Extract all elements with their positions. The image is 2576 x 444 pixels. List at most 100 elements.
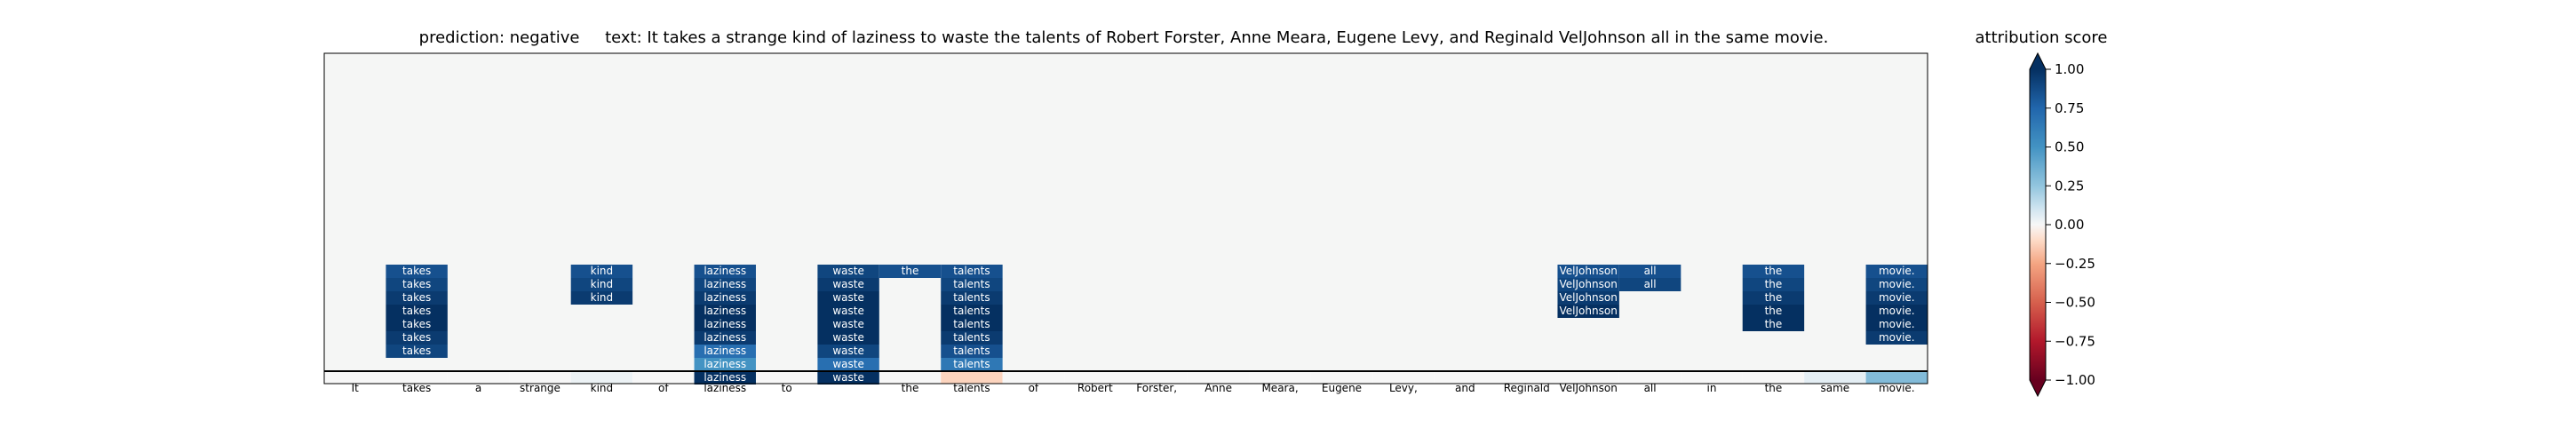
attribution-cell-label: laziness — [704, 371, 746, 384]
colorbar-tick-label: 0.50 — [2055, 139, 2084, 155]
attribution-cell-label: laziness — [704, 305, 746, 317]
token-cell — [1681, 372, 1743, 384]
token-cell — [1372, 372, 1435, 384]
token-cell — [1187, 372, 1250, 384]
attribution-cell — [386, 278, 448, 291]
token-cell — [1742, 372, 1805, 384]
colorbar-tick-label: 0.00 — [2055, 217, 2084, 233]
text-label: text: — [605, 28, 642, 47]
attribution-cell — [1557, 291, 1619, 305]
attribution-cell — [694, 331, 756, 345]
attribution-cell — [1742, 291, 1805, 305]
attribution-cell-label: VelJohnson — [1560, 305, 1618, 317]
attribution-cell — [694, 305, 756, 318]
attribution-cell — [941, 345, 1003, 358]
attribution-cell-label: waste — [832, 358, 864, 370]
token-label: waste — [832, 382, 864, 394]
colorbar-tick-label: −0.75 — [2055, 333, 2095, 349]
token-label: Levy, — [1389, 382, 1418, 394]
attribution-cell — [1618, 278, 1682, 291]
token-cell — [1125, 372, 1188, 384]
prediction-label: prediction: — [418, 28, 505, 47]
attribution-cell — [570, 265, 633, 278]
token-cell — [1804, 372, 1866, 384]
token-label: takes — [402, 382, 431, 394]
attribution-cell — [1742, 265, 1805, 278]
attribution-cell — [694, 265, 756, 278]
attribution-cell-label: the — [1765, 265, 1783, 277]
token-label: of — [1029, 382, 1039, 394]
attribution-cell — [1865, 318, 1928, 331]
token-cell — [755, 372, 818, 384]
attribution-cell — [941, 318, 1003, 331]
token-cell — [1310, 372, 1373, 384]
attribution-cell — [1742, 305, 1805, 318]
attribution-cell — [1865, 265, 1928, 278]
attribution-cell — [386, 345, 448, 358]
attribution-cell-label: movie. — [1879, 278, 1915, 290]
attribution-cell-label: laziness — [704, 265, 746, 277]
attribution-cell — [817, 291, 879, 305]
attribution-cell — [817, 278, 879, 291]
attribution-cell-label: the — [1765, 318, 1783, 330]
attribution-cell — [386, 331, 448, 345]
attribution-cell-label: takes — [402, 318, 431, 330]
attribution-cell-label: laziness — [704, 318, 746, 330]
attribution-cell-label: laziness — [704, 331, 746, 344]
attribution-cell — [941, 278, 1003, 291]
attribution-cell — [941, 305, 1003, 318]
attribution-cell — [1865, 331, 1928, 345]
attribution-cell — [694, 278, 756, 291]
attribution-cell-label: kind — [591, 291, 614, 304]
attribution-cell — [941, 265, 1003, 278]
token-label: the — [902, 382, 919, 394]
colorbar-tick-label: 1.00 — [2055, 61, 2084, 77]
attribution-cell — [694, 358, 756, 371]
token-cell — [447, 372, 510, 384]
attribution-cell-label: talents — [953, 305, 990, 317]
attribution-cell-label: talents — [953, 291, 990, 304]
colorbar-tick-label: 0.75 — [2055, 100, 2084, 116]
attribution-cell — [817, 318, 879, 331]
attribution-cell-label: the — [1765, 278, 1783, 290]
token-cell — [1064, 372, 1126, 384]
token-label: Anne — [1205, 382, 1232, 394]
attribution-cell-label: movie. — [1879, 291, 1915, 304]
attribution-cell-label: kind — [591, 265, 614, 277]
attribution-cell — [1557, 278, 1619, 291]
attribution-cell — [817, 345, 879, 358]
token-label: Forster, — [1136, 382, 1177, 394]
attribution-cell — [570, 278, 633, 291]
token-cell — [1434, 372, 1497, 384]
attribution-cell-label: movie. — [1879, 331, 1915, 344]
token-cell — [1618, 372, 1682, 384]
attribution-cell — [694, 318, 756, 331]
attribution-cell-label: kind — [591, 278, 614, 290]
attribution-cell — [1618, 265, 1682, 278]
attribution-cell-label: waste — [832, 278, 864, 290]
token-cell — [1249, 372, 1311, 384]
colorbar-tick-label: −0.50 — [2055, 295, 2095, 311]
chart-title: prediction: negative text: It takes a st… — [324, 28, 1923, 47]
attribution-cell — [1865, 305, 1928, 318]
plot-background — [324, 53, 1928, 371]
text-value: It takes a strange kind of laziness to w… — [647, 28, 1829, 47]
attribution-cell-label: laziness — [704, 345, 746, 357]
attribution-cell-label: movie. — [1879, 305, 1915, 317]
token-label: a — [475, 382, 481, 394]
attribution-cell-label: takes — [402, 278, 431, 290]
token-label: of — [658, 382, 669, 394]
token-cell — [1557, 372, 1619, 384]
token-cell — [1496, 372, 1558, 384]
attribution-cell-label: the — [902, 265, 919, 277]
token-label: Eugene — [1322, 382, 1362, 394]
attribution-cell-label: takes — [402, 305, 431, 317]
token-label: Reginald — [1504, 382, 1550, 394]
token-label: talents — [953, 382, 990, 394]
attribution-cell-label: takes — [402, 331, 431, 344]
attribution-cell-label: takes — [402, 265, 431, 277]
heatmap-plot-area: It takes a strange kind of laziness to waste the t… — [323, 52, 1928, 394]
attribution-cell — [817, 331, 879, 345]
attribution-cell-label: takes — [402, 291, 431, 304]
